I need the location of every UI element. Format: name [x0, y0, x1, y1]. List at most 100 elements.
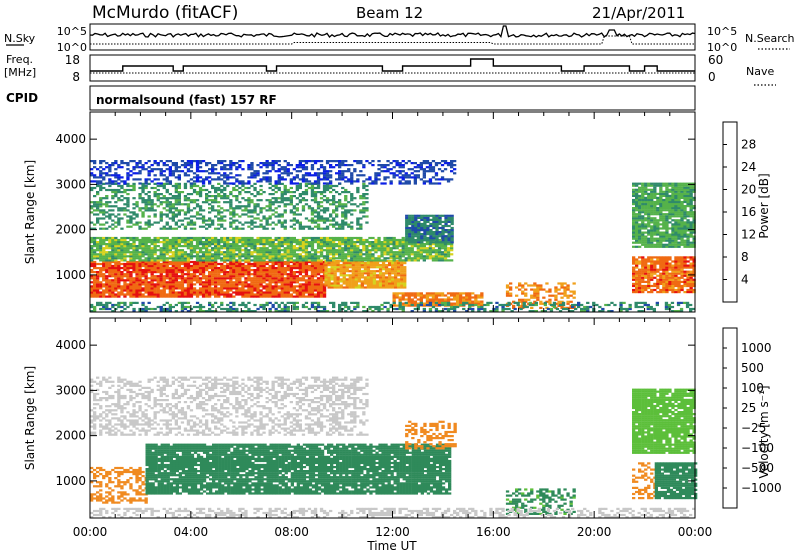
range-gate-cell [129, 273, 133, 276]
range-gate-cell [114, 253, 118, 256]
range-gate-cell [283, 238, 287, 242]
range-gate-cell [419, 178, 423, 181]
range-gate-cell [186, 162, 191, 165]
range-gate-cell [195, 164, 200, 167]
range-gate-cell [99, 295, 103, 298]
range-gate-cell [174, 241, 178, 244]
range-gate-cell [316, 277, 321, 280]
range-gate-cell [289, 267, 293, 270]
range-gate-cell [416, 164, 420, 167]
range-gate-cell [450, 216, 454, 219]
range-gate-cell [319, 193, 324, 196]
range-gate-cell [401, 296, 405, 299]
range-gate-cell [274, 293, 278, 296]
range-gate-cell [220, 293, 224, 296]
range-gate-cell [177, 209, 181, 212]
range-gate-cell [398, 259, 402, 262]
range-gate-cell [144, 227, 148, 230]
range-gate-cell [144, 283, 148, 286]
range-gate-cell [105, 291, 109, 294]
range-gate-cell [226, 267, 230, 270]
range-gate-cell [232, 295, 236, 298]
range-gate-cell [378, 286, 383, 289]
range-gate-cell [192, 199, 197, 202]
range-gate-cell [377, 160, 381, 163]
range-gate-cell [431, 243, 436, 246]
range-gate-cell [330, 278, 334, 281]
range-gate-cell [350, 197, 354, 200]
range-gate-cell [102, 168, 106, 171]
range-gate-cell [96, 285, 100, 288]
range-gate-cell [377, 164, 381, 167]
range-gate-cell [286, 259, 290, 262]
range-gate-cell [365, 160, 369, 163]
range-gate-cell [398, 253, 402, 256]
range-gate-cell [384, 286, 389, 289]
range-gate-cell [262, 257, 266, 260]
range-gate-cell [414, 220, 418, 223]
range-gate-cell [362, 257, 366, 260]
range-gate-cell [217, 251, 221, 254]
range-gate-cell [440, 247, 445, 250]
range-gate-cell [344, 255, 348, 258]
range-gate-cell [126, 245, 130, 248]
range-gate-cell [524, 282, 528, 285]
range-gate-cell [310, 271, 315, 274]
range-gate-cell [93, 260, 97, 264]
range-gate-cell [325, 201, 330, 204]
range-gate-cell [117, 221, 121, 224]
range-gate-cell [268, 251, 272, 254]
range-gate-cell [208, 243, 212, 246]
range-gate-cell [280, 257, 284, 260]
range-gate-cell [123, 289, 127, 292]
range-gate-cell [310, 253, 315, 256]
range-gate-cell [310, 293, 315, 296]
range-gate-cell [301, 283, 306, 286]
range-gate-cell [397, 272, 401, 275]
range-gate-cell [327, 268, 331, 271]
range-gate-cell [332, 211, 336, 214]
range-gate-cell [301, 289, 306, 292]
range-gate-cell [265, 287, 269, 290]
range-gate-cell [319, 172, 324, 175]
range-gate-cell [241, 160, 245, 163]
range-gate-cell [217, 162, 221, 165]
range-gate-cell [198, 241, 203, 244]
range-gate-cell [259, 291, 263, 294]
range-gate-cell [208, 182, 212, 185]
range-gate-cell [159, 217, 163, 220]
range-gate-cell [356, 221, 360, 224]
range-gate-cell [447, 241, 451, 244]
range-gate-cell [375, 264, 380, 267]
range-gate-cell [426, 226, 430, 230]
range-gate-cell [422, 249, 426, 252]
range-gate-cell [416, 247, 420, 250]
range-gate-cell [223, 264, 227, 268]
range-gate-cell [126, 243, 130, 246]
range-gate-cell [141, 264, 145, 268]
range-gate-cell [404, 241, 408, 244]
range-gate-cell [329, 247, 333, 250]
range-gate-cell [232, 176, 236, 179]
range-gate-cell [238, 238, 242, 242]
range-gate-cell [395, 174, 399, 177]
range-gate-cell [150, 238, 154, 242]
range-gate-cell [162, 269, 166, 272]
range-gate-cell [189, 281, 194, 284]
range-gate-cell [192, 264, 197, 268]
range-gate-cell [201, 289, 206, 292]
range-gate-cell [441, 233, 445, 236]
range-gate-cell [159, 277, 163, 280]
range-gate-cell [356, 251, 360, 254]
range-gate-cell [394, 276, 398, 279]
range-gate-cell [102, 238, 106, 242]
range-gate-cell [189, 223, 194, 226]
range-gate-cell [117, 247, 121, 250]
range-gate-cell [354, 266, 358, 269]
range-gate-cell [310, 275, 315, 278]
range-gate-cell [229, 257, 233, 260]
range-gate-cell [295, 247, 299, 250]
range-gate-cell [195, 279, 200, 282]
range-gate-cell [329, 241, 333, 244]
range-gate-cell [217, 275, 221, 278]
